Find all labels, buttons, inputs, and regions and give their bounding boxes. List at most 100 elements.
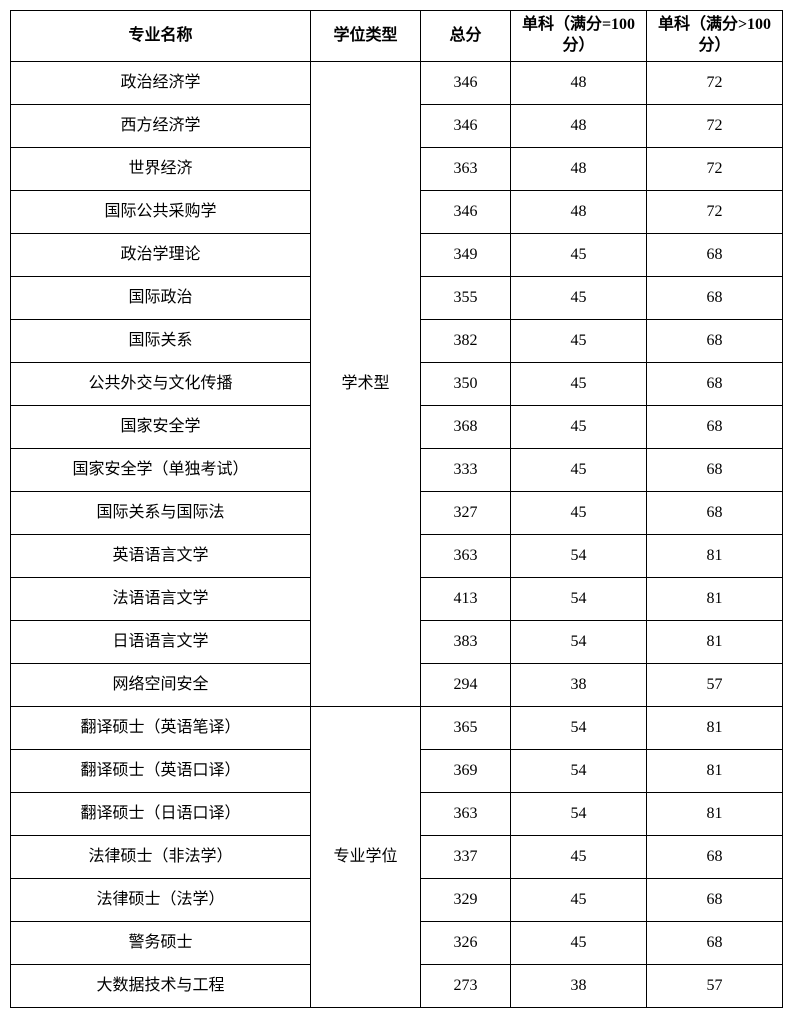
cell-subject-gt100: 81 [647,707,783,750]
cell-subject-gt100: 68 [647,922,783,965]
cell-subject-eq100: 38 [511,664,647,707]
score-table: 专业名称 学位类型 总分 单科（满分=100分） 单科（满分>100分） 政治经… [10,10,783,1008]
cell-subject-eq100: 48 [511,105,647,148]
cell-total: 355 [421,277,511,320]
cell-total: 368 [421,406,511,449]
cell-total: 365 [421,707,511,750]
header-major: 专业名称 [11,11,311,62]
cell-total: 382 [421,320,511,363]
cell-major: 大数据技术与工程 [11,965,311,1008]
cell-subject-gt100: 68 [647,449,783,492]
cell-subject-eq100: 54 [511,621,647,664]
cell-major: 法律硕士（法学） [11,879,311,922]
cell-major: 国家安全学（单独考试） [11,449,311,492]
cell-subject-gt100: 57 [647,664,783,707]
cell-subject-gt100: 72 [647,191,783,234]
cell-total: 273 [421,965,511,1008]
cell-subject-gt100: 68 [647,363,783,406]
cell-subject-eq100: 45 [511,234,647,277]
cell-major: 翻译硕士（英语笔译） [11,707,311,750]
cell-subject-gt100: 81 [647,621,783,664]
cell-subject-eq100: 54 [511,750,647,793]
cell-subject-eq100: 45 [511,320,647,363]
cell-subject-eq100: 45 [511,922,647,965]
cell-subject-gt100: 68 [647,277,783,320]
header-degree-type: 学位类型 [311,11,421,62]
cell-total: 326 [421,922,511,965]
cell-total: 413 [421,578,511,621]
cell-subject-gt100: 68 [647,406,783,449]
cell-subject-gt100: 81 [647,535,783,578]
table-header-row: 专业名称 学位类型 总分 单科（满分=100分） 单科（满分>100分） [11,11,783,62]
cell-total: 294 [421,664,511,707]
cell-subject-eq100: 38 [511,965,647,1008]
cell-major: 公共外交与文化传播 [11,363,311,406]
table-row: 翻译硕士（英语笔译）专业学位3655481 [11,707,783,750]
cell-subject-eq100: 45 [511,363,647,406]
cell-subject-gt100: 68 [647,879,783,922]
cell-total: 369 [421,750,511,793]
cell-total: 346 [421,105,511,148]
cell-subject-gt100: 81 [647,578,783,621]
cell-total: 346 [421,62,511,105]
cell-subject-gt100: 68 [647,492,783,535]
cell-major: 国际关系 [11,320,311,363]
cell-major: 网络空间安全 [11,664,311,707]
header-total: 总分 [421,11,511,62]
cell-total: 363 [421,535,511,578]
cell-subject-eq100: 45 [511,492,647,535]
header-subject-gt100: 单科（满分>100分） [647,11,783,62]
cell-total: 329 [421,879,511,922]
cell-subject-gt100: 68 [647,836,783,879]
cell-subject-eq100: 45 [511,449,647,492]
cell-total: 350 [421,363,511,406]
cell-subject-gt100: 72 [647,105,783,148]
table-row: 政治经济学学术型3464872 [11,62,783,105]
cell-major: 西方经济学 [11,105,311,148]
cell-major: 法律硕士（非法学） [11,836,311,879]
cell-major: 日语语言文学 [11,621,311,664]
cell-total: 349 [421,234,511,277]
cell-total: 363 [421,148,511,191]
cell-degree-type: 专业学位 [311,707,421,1008]
cell-subject-eq100: 48 [511,191,647,234]
cell-subject-eq100: 45 [511,277,647,320]
cell-subject-eq100: 48 [511,148,647,191]
cell-subject-eq100: 48 [511,62,647,105]
cell-major: 国际政治 [11,277,311,320]
cell-subject-eq100: 45 [511,879,647,922]
cell-degree-type: 学术型 [311,62,421,707]
cell-subject-eq100: 54 [511,535,647,578]
cell-subject-eq100: 54 [511,793,647,836]
cell-subject-eq100: 54 [511,578,647,621]
cell-major: 政治经济学 [11,62,311,105]
cell-subject-eq100: 54 [511,707,647,750]
cell-total: 346 [421,191,511,234]
cell-subject-gt100: 68 [647,234,783,277]
cell-major: 世界经济 [11,148,311,191]
cell-subject-gt100: 57 [647,965,783,1008]
cell-major: 政治学理论 [11,234,311,277]
cell-major: 警务硕士 [11,922,311,965]
cell-total: 383 [421,621,511,664]
cell-subject-gt100: 72 [647,148,783,191]
cell-subject-eq100: 45 [511,836,647,879]
cell-total: 337 [421,836,511,879]
cell-total: 333 [421,449,511,492]
cell-total: 363 [421,793,511,836]
cell-major: 国家安全学 [11,406,311,449]
header-subject-eq100: 单科（满分=100分） [511,11,647,62]
cell-major: 国际关系与国际法 [11,492,311,535]
cell-subject-gt100: 81 [647,750,783,793]
cell-subject-gt100: 81 [647,793,783,836]
cell-major: 英语语言文学 [11,535,311,578]
cell-subject-gt100: 72 [647,62,783,105]
cell-major: 法语语言文学 [11,578,311,621]
cell-subject-gt100: 68 [647,320,783,363]
cell-major: 翻译硕士（日语口译） [11,793,311,836]
cell-major: 翻译硕士（英语口译） [11,750,311,793]
table-body: 政治经济学学术型3464872西方经济学3464872世界经济3634872国际… [11,62,783,1008]
cell-total: 327 [421,492,511,535]
cell-major: 国际公共采购学 [11,191,311,234]
cell-subject-eq100: 45 [511,406,647,449]
